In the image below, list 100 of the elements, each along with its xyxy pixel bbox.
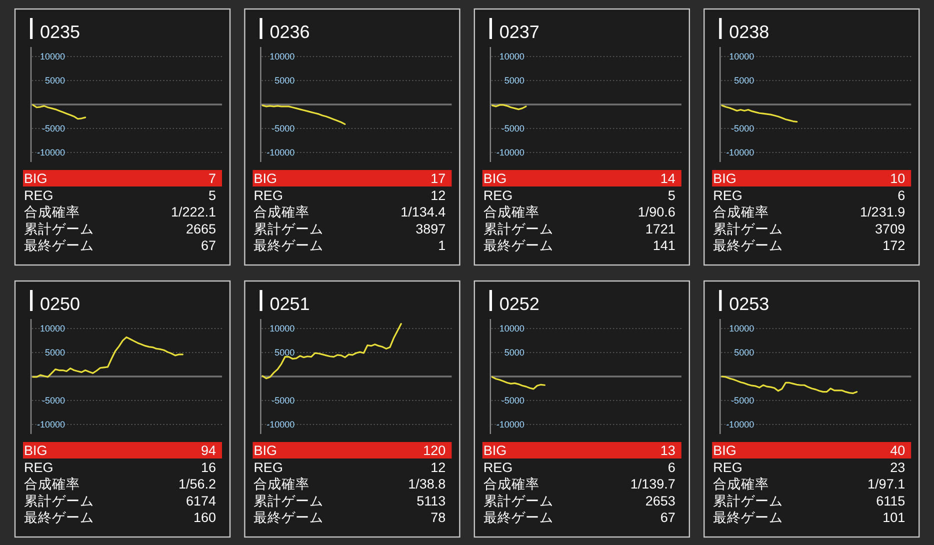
y-tick-label: -10000 xyxy=(726,419,754,430)
text: BIG xyxy=(483,171,507,186)
text: 78 xyxy=(430,510,446,526)
text: REG xyxy=(713,188,742,203)
text: 2653 xyxy=(645,493,676,508)
y-tick-label: -10000 xyxy=(36,147,65,158)
text: REG xyxy=(713,460,742,475)
text: 合成確率 xyxy=(254,476,310,492)
text: BIG xyxy=(713,171,736,186)
text: REG xyxy=(254,188,283,203)
text: 23 xyxy=(890,460,906,475)
text: 1/231.9 xyxy=(860,204,906,220)
text: 最終ゲーム xyxy=(483,510,554,526)
y-tick-label: 10000 xyxy=(499,324,524,334)
text: 合成確率 xyxy=(713,476,770,492)
y-tick-label: 5000 xyxy=(504,76,524,86)
text: 累計ゲーム xyxy=(483,221,554,236)
y-tick-label: 5000 xyxy=(734,348,754,358)
y-tick-label: 5000 xyxy=(274,76,295,86)
chart-title: 0238 xyxy=(729,22,770,42)
chart-title: 0237 xyxy=(499,22,540,42)
text: 12 xyxy=(430,460,446,475)
text: 1/38.8 xyxy=(408,476,446,492)
text: 5 xyxy=(668,188,676,203)
y-tick-label: 10000 xyxy=(40,324,65,334)
text: REG xyxy=(483,188,513,203)
text: 1721 xyxy=(645,221,676,236)
text: 累計ゲーム xyxy=(24,493,94,508)
text: 1 xyxy=(438,238,446,254)
text: 67 xyxy=(660,510,676,526)
text: 累計ゲーム xyxy=(254,221,324,236)
text: BIG xyxy=(254,443,277,458)
text: 最終ゲーム xyxy=(254,238,324,254)
text: 6 xyxy=(898,188,906,203)
text: REG xyxy=(24,460,54,475)
text: 累計ゲーム xyxy=(713,221,784,236)
y-tick-label: 5000 xyxy=(734,76,754,86)
y-tick-label: 10000 xyxy=(729,52,754,62)
text: 172 xyxy=(882,238,906,254)
text: 合成確率 xyxy=(24,476,80,492)
text: 7 xyxy=(208,171,216,186)
text: 合成確率 xyxy=(483,204,540,220)
text: BIG xyxy=(24,443,48,458)
text: 合成確率 xyxy=(713,204,770,220)
text: 累計ゲーム xyxy=(24,221,94,236)
text: 1/97.1 xyxy=(868,476,906,492)
y-tick-label: 10000 xyxy=(270,324,295,334)
y-tick-label: -5000 xyxy=(501,123,524,134)
text: 94 xyxy=(200,443,216,458)
text: 6115 xyxy=(876,493,906,508)
chart-title: 0236 xyxy=(270,22,310,42)
text: 17 xyxy=(430,171,446,186)
y-tick-label: -5000 xyxy=(42,123,65,134)
y-tick-label: 10000 xyxy=(499,52,524,62)
y-tick-label: -10000 xyxy=(266,147,295,158)
text: 最終ゲーム xyxy=(24,238,94,254)
y-tick-label: 5000 xyxy=(44,348,65,358)
y-tick-label: 10000 xyxy=(729,324,754,334)
text: 141 xyxy=(652,238,676,254)
text: 12 xyxy=(430,188,446,203)
text: 120 xyxy=(423,443,446,458)
text: REG xyxy=(254,460,283,475)
text: 16 xyxy=(200,460,216,475)
y-tick-label: -5000 xyxy=(731,123,754,134)
text: 最終ゲーム xyxy=(713,510,784,526)
y-tick-label: -5000 xyxy=(272,395,295,406)
text: 3709 xyxy=(875,221,906,236)
y-tick-label: 5000 xyxy=(504,348,524,358)
y-tick-label: -10000 xyxy=(726,147,754,158)
text: BIG xyxy=(483,443,507,458)
text: 3897 xyxy=(416,221,446,236)
chart-title: 0253 xyxy=(729,294,770,314)
text: 1/222.1 xyxy=(170,204,216,220)
text: 1/139.7 xyxy=(630,476,676,492)
text: 2665 xyxy=(186,221,216,236)
text: 13 xyxy=(660,443,676,458)
y-tick-label: 5000 xyxy=(274,348,295,358)
text: BIG xyxy=(713,443,736,458)
text: 5113 xyxy=(416,493,446,508)
text: 合成確率 xyxy=(24,204,80,220)
text: 6 xyxy=(668,460,676,475)
y-tick-label: 5000 xyxy=(44,76,65,86)
y-tick-label: -10000 xyxy=(496,147,524,158)
y-tick-label: -5000 xyxy=(501,395,524,406)
y-tick-label: 10000 xyxy=(270,52,295,62)
text: REG xyxy=(483,460,513,475)
text: 累計ゲーム xyxy=(713,493,784,508)
y-tick-label: -10000 xyxy=(36,419,65,430)
y-tick-label: 10000 xyxy=(40,52,65,62)
chart-title: 0250 xyxy=(40,294,80,314)
text: 1/90.6 xyxy=(638,204,676,220)
text: 最終ゲーム xyxy=(254,510,324,526)
text: 合成確率 xyxy=(483,476,540,492)
chart-title: 0251 xyxy=(270,294,310,314)
text: 101 xyxy=(882,510,906,526)
text: 累計ゲーム xyxy=(254,493,324,508)
y-tick-label: -5000 xyxy=(272,123,295,134)
y-tick-label: -10000 xyxy=(266,419,295,430)
text: 累計ゲーム xyxy=(483,493,554,508)
text: 10 xyxy=(890,171,906,186)
